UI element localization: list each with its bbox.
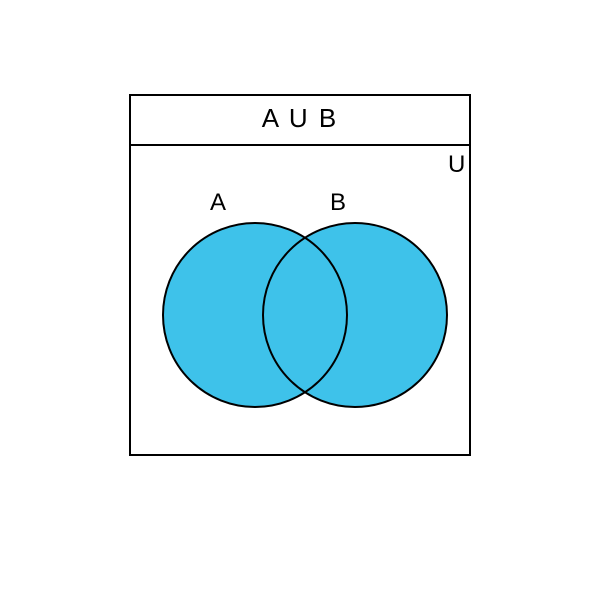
venn-diagram: A U B U A B xyxy=(0,0,600,600)
universe-label: U xyxy=(448,151,465,178)
set-a-label: A xyxy=(210,189,226,216)
venn-svg: A U B U A B xyxy=(0,0,600,600)
diagram-title: A U B xyxy=(262,103,338,133)
set-b-label: B xyxy=(330,189,346,216)
